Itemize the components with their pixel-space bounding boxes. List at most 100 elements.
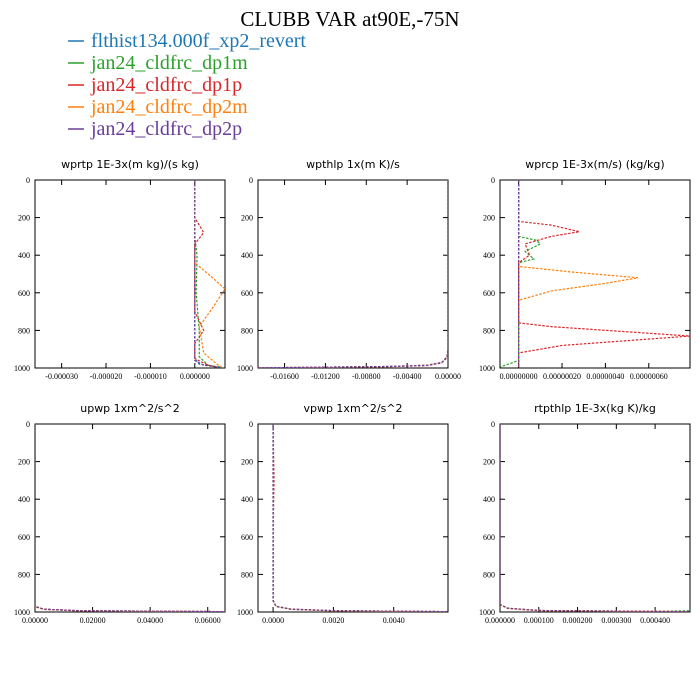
chart-panel: rtpthlp 1E-3x(kg K)/kg020040060080010000… (479, 402, 691, 625)
plot-frame (34, 179, 226, 369)
y-tick-label: 1000 (14, 608, 30, 617)
y-tick-label: 1000 (237, 608, 253, 617)
x-tick-label: 0.02000 (80, 616, 106, 625)
x-tick-label: 0.00000 (435, 372, 461, 381)
series-line (194, 180, 225, 368)
y-tick-label: 1000 (479, 364, 495, 373)
y-tick-label: 1000 (479, 608, 495, 617)
x-tick-label: -0.000030 (45, 372, 78, 381)
chart-panel: vpwp 1xm^2/s^2 0 200 400 600 800 1000 0.0000 0.0… (237, 402, 449, 625)
x-tick-label: 0.04000 (137, 616, 163, 625)
chart-panel: wpthlp 1x(m K)/s 0 200 400 600 800 1000 -0.0160… (237, 158, 461, 381)
plot-frame (257, 179, 449, 369)
x-tick-label: 0.000300 (601, 616, 631, 625)
plot-frame (257, 423, 449, 613)
x-tick-label: 0.000400 (640, 616, 670, 625)
panel-title: wpthlp 1x(m K)/s (306, 158, 400, 171)
series-line (258, 180, 448, 368)
series-group (272, 424, 448, 612)
x-tick-label: 0.00000 (22, 616, 48, 625)
series-group (500, 424, 690, 612)
legend-label: jan24_cldfrc_dp1m (90, 52, 248, 74)
y-tick-label: 600 (18, 533, 30, 542)
x-tick-label: 0.000100 (524, 616, 554, 625)
y-tick-label: 400 (241, 495, 253, 504)
x-tick-label: -0.01600 (270, 372, 299, 381)
y-tick-label: 400 (241, 251, 253, 260)
legend-label: flthist134.000f_xp2_revert (91, 30, 306, 52)
y-tick-label: 800 (241, 570, 253, 579)
x-tick-label: 0.0040 (383, 616, 405, 625)
x-tick-label: 0.000200 (563, 616, 593, 625)
series-group (500, 180, 690, 368)
series-line (258, 180, 448, 368)
panel-title: upwp 1xm^2/s^2 (80, 402, 180, 415)
chart-panel: wprcp 1E-3x(m/s) (kg/kg) 0 200 400 600 800 100… (479, 158, 691, 381)
series-line (194, 180, 222, 368)
panels: wprtp 1E-3x(m kg)/(s kg) 0 200 400 600 800 100… (14, 158, 691, 625)
plot-frame (34, 423, 226, 613)
x-tick-label: 0.0020 (322, 616, 344, 625)
legend-label: jan24_cldfrc_dp2m (90, 96, 248, 118)
legend-label: jan24_cldfrc_dp2p (90, 118, 242, 140)
series-line (258, 180, 448, 368)
panel-title: rtpthlp 1E-3x(kg K)/kg (534, 402, 656, 415)
x-tick-label: 0.00000060 (630, 372, 668, 381)
y-tick-label: 400 (18, 495, 30, 504)
x-tick-label: 0.00000000 (500, 372, 538, 381)
y-tick-label: 800 (241, 326, 253, 335)
series-line (500, 424, 690, 612)
series-line (35, 424, 225, 612)
legend-item: flthist134.000f_xp2_revert (68, 30, 306, 52)
y-tick-label: 400 (18, 251, 30, 260)
y-tick-label: 800 (18, 570, 30, 579)
series-line (35, 424, 225, 612)
y-tick-label: 200 (483, 214, 495, 223)
y-tick-label: 800 (483, 326, 495, 335)
series-line (258, 180, 448, 368)
y-tick-label: 200 (241, 214, 253, 223)
x-tick-label: -0.000020 (90, 372, 123, 381)
y-tick-label: 0 (26, 420, 30, 429)
y-tick-label: 0 (491, 176, 495, 185)
panel-title: wprcp 1E-3x(m/s) (kg/kg) (525, 158, 664, 171)
series-line (35, 424, 225, 612)
legend-item: jan24_cldfrc_dp2m (68, 96, 248, 118)
x-tick-label: 0.00000040 (586, 372, 624, 381)
legend-item: jan24_cldfrc_dp2p (68, 118, 242, 140)
x-tick-label: 0.000000 (180, 372, 210, 381)
y-tick-label: 600 (483, 533, 495, 542)
y-tick-label: 1000 (237, 364, 253, 373)
series-line (518, 180, 690, 368)
x-tick-label: 0.06000 (195, 616, 221, 625)
y-tick-label: 600 (18, 289, 30, 298)
x-tick-label: -0.01200 (311, 372, 340, 381)
series-line (272, 424, 448, 612)
series-line (35, 424, 225, 612)
series-line (272, 424, 448, 612)
panel-title: vpwp 1xm^2/s^2 (303, 402, 402, 415)
y-tick-label: 200 (483, 458, 495, 467)
x-tick-label: -0.00800 (352, 372, 381, 381)
y-tick-label: 1000 (14, 364, 30, 373)
x-tick-label: -0.00400 (393, 372, 422, 381)
legend: flthist134.000f_xp2_revertjan24_cldfrc_d… (68, 30, 306, 140)
plot-frame (499, 423, 691, 613)
series-line (500, 180, 542, 368)
y-tick-label: 200 (18, 214, 30, 223)
y-tick-label: 400 (483, 251, 495, 260)
y-tick-label: 400 (483, 495, 495, 504)
chart-panel: wprtp 1E-3x(m kg)/(s kg) 0 200 400 600 800 100… (14, 158, 226, 381)
y-tick-label: 600 (241, 289, 253, 298)
series-line (500, 424, 690, 612)
series-group (194, 180, 225, 368)
y-tick-label: 600 (241, 533, 253, 542)
series-line (500, 424, 690, 612)
y-tick-label: 0 (249, 420, 253, 429)
panel-title: wprtp 1E-3x(m kg)/(s kg) (61, 158, 199, 171)
y-tick-label: 200 (18, 458, 30, 467)
y-tick-label: 0 (26, 176, 30, 185)
series-line (194, 180, 218, 368)
